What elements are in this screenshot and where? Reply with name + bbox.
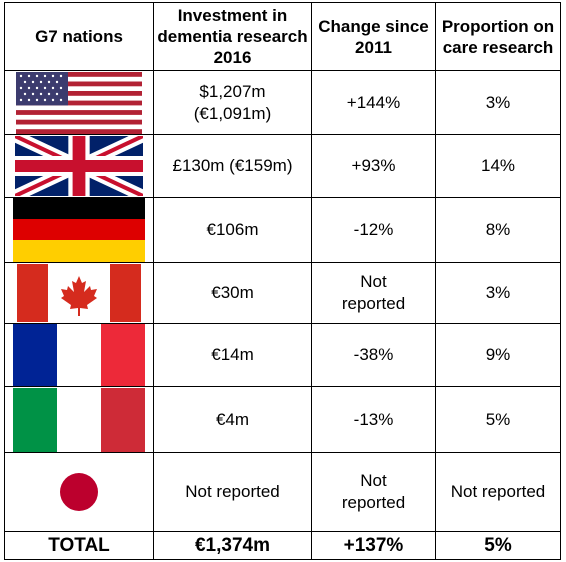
total-proportion: 5% — [435, 531, 561, 560]
proportion-cell: 9% — [435, 323, 561, 387]
change-cell: -12% — [311, 197, 436, 263]
header-g7-nations: G7 nations — [4, 2, 154, 71]
proportion-cell: 5% — [435, 386, 561, 453]
investment-cell: Not reported — [153, 452, 312, 532]
canada-flag-icon — [17, 264, 141, 322]
flag-cell — [4, 452, 154, 532]
table-row: Not reported Not reported Not reported — [4, 452, 561, 532]
change-cell: Not reported — [311, 452, 436, 532]
investment-cell: $1,207m (€1,091m) — [153, 70, 312, 135]
proportion-cell: 3% — [435, 262, 561, 324]
proportion-cell: 3% — [435, 70, 561, 135]
investment-cell: €14m — [153, 323, 312, 387]
header-proportion: Proportion on care research — [435, 2, 561, 71]
table-row: €30m Not reported 3% — [4, 262, 561, 324]
table-row: €14m -38% 9% — [4, 323, 561, 387]
proportion-cell: 8% — [435, 197, 561, 263]
header-change: Change since 2011 — [311, 2, 436, 71]
total-label: TOTAL — [4, 531, 154, 560]
proportion-cell: 14% — [435, 134, 561, 198]
japan-flag-icon — [51, 472, 107, 512]
change-cell: +144% — [311, 70, 436, 135]
investment-cell: €4m — [153, 386, 312, 453]
flag-cell — [4, 262, 154, 324]
flag-cell — [4, 197, 154, 263]
change-cell: -13% — [311, 386, 436, 453]
header-row: G7 nations Investment in dementia resear… — [4, 2, 561, 71]
flag-cell — [4, 134, 154, 198]
g7-dementia-table: G7 nations Investment in dementia resear… — [4, 2, 561, 560]
investment-cell: £130m (€159m) — [153, 134, 312, 198]
flag-cell — [4, 386, 154, 453]
proportion-cell: Not reported — [435, 452, 561, 532]
header-investment: Investment in dementia research 2016 — [153, 2, 312, 71]
change-cell: -38% — [311, 323, 436, 387]
table-row: £130m (€159m) +93% 14% — [4, 134, 561, 198]
investment-cell: €106m — [153, 197, 312, 263]
investment-cell: €30m — [153, 262, 312, 324]
table-row: €4m -13% 5% — [4, 386, 561, 453]
italy-flag-icon — [13, 387, 145, 452]
table-row: $1,207m (€1,091m) +144% 3% — [4, 70, 561, 135]
change-cell: +93% — [311, 134, 436, 198]
uk-flag-icon — [15, 136, 143, 196]
change-cell: Not reported — [311, 262, 436, 324]
flag-cell — [4, 70, 154, 135]
usa-flag-icon — [16, 71, 142, 134]
flag-cell — [4, 323, 154, 387]
total-investment: €1,374m — [153, 531, 312, 560]
total-change: +137% — [311, 531, 436, 560]
france-flag-icon — [13, 324, 145, 386]
germany-flag-icon — [13, 198, 145, 262]
total-row: TOTAL €1,374m +137% 5% — [4, 531, 561, 560]
table-row: €106m -12% 8% — [4, 197, 561, 263]
